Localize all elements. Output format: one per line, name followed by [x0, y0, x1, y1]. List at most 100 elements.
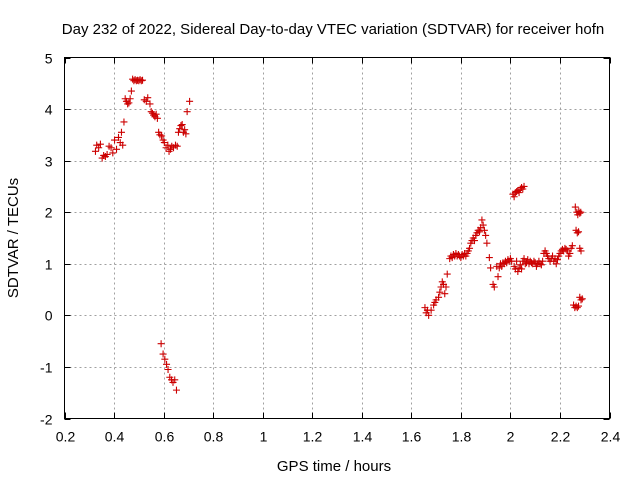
y-tick-label: 0: [45, 308, 53, 324]
data-point: [575, 302, 583, 310]
y-axis-label: SDTVAR / TECUs: [5, 178, 22, 298]
data-point: [171, 376, 179, 384]
data-point: [568, 242, 576, 250]
x-tick-label: 0.2: [56, 429, 76, 445]
data-point: [183, 108, 191, 116]
x-tick-label: 2.2: [551, 429, 571, 445]
data-point: [178, 121, 186, 129]
x-tick-label: 1: [260, 429, 268, 445]
data-point: [159, 350, 167, 358]
data-point: [513, 257, 521, 265]
data-point: [176, 125, 184, 133]
data-point: [161, 355, 169, 363]
data-point: [441, 290, 449, 298]
data-point: [115, 133, 123, 141]
y-tick-label: -2: [40, 412, 53, 428]
grid-lines: [64, 57, 610, 419]
data-point: [553, 256, 561, 264]
data-point: [153, 114, 161, 122]
x-tick-label: 2: [507, 429, 515, 445]
data-point: [552, 260, 560, 268]
data-point: [510, 193, 518, 201]
data-point: [479, 221, 487, 229]
y-tick-label: 2: [45, 205, 53, 221]
data-point: [576, 209, 584, 217]
data-point: [427, 306, 435, 314]
data-point: [578, 295, 586, 303]
data-point: [487, 264, 495, 272]
data-point: [164, 366, 172, 374]
data-point: [96, 140, 104, 148]
x-tick-label: 1.4: [353, 429, 373, 445]
data-point: [566, 249, 574, 257]
data-point: [494, 273, 502, 281]
x-tick-label: 1.8: [452, 429, 472, 445]
data-point: [120, 118, 128, 126]
data-point: [95, 144, 103, 152]
data-point: [107, 144, 115, 152]
chart-title: Day 232 of 2022, Sidereal Day-to-day VTE…: [62, 21, 604, 38]
data-point: [142, 97, 150, 105]
data-point: [181, 126, 189, 134]
data-point: [516, 261, 524, 269]
data-point: [158, 132, 166, 140]
data-point: [164, 141, 172, 149]
data-point: [514, 268, 522, 276]
data-point: [539, 257, 547, 265]
axis-ticks: 0.2 0.4 0.6 0.8 1 1.2 1.4 1.6 1.8 2 2.2 2.4 -2 -1 0 1 2 3…: [40, 51, 620, 445]
data-point: [117, 128, 125, 136]
data-point: [139, 76, 147, 84]
data-point: [470, 237, 478, 245]
data-point: [515, 189, 523, 197]
data-point: [146, 100, 154, 108]
x-axis-label: GPS time / hours: [277, 458, 391, 475]
data-point: [436, 288, 444, 296]
data-point: [442, 283, 450, 291]
data-point: [577, 296, 585, 304]
data-point: [186, 97, 194, 105]
x-tick-label: 1.6: [402, 429, 422, 445]
y-tick-label: 3: [45, 154, 53, 170]
data-point: [113, 145, 121, 153]
data-point: [177, 122, 185, 130]
data-point: [577, 208, 585, 216]
data-point: [147, 108, 155, 116]
data-point: [144, 94, 152, 102]
data-point: [173, 142, 181, 150]
y-tick-label: -1: [40, 360, 53, 376]
data-point: [562, 245, 570, 253]
data-point: [156, 131, 164, 139]
data-point: [478, 216, 486, 224]
data-point: [124, 100, 132, 108]
data-point: [518, 265, 526, 273]
data-point: [126, 95, 134, 103]
data-point: [167, 145, 175, 153]
data-point: [127, 87, 135, 95]
x-tick-label: 1.2: [303, 429, 323, 445]
y-tick-label: 5: [45, 51, 53, 67]
data-point: [163, 360, 171, 368]
data-point: [520, 255, 528, 263]
plot-frame: [64, 57, 610, 419]
data-point: [466, 244, 474, 252]
data-point: [100, 151, 108, 159]
data-point: [157, 340, 165, 348]
data-points: [91, 75, 586, 394]
data-point: [425, 311, 433, 319]
data-point: [520, 182, 528, 190]
data-point: [475, 228, 483, 236]
y-tick-label: 4: [45, 102, 53, 118]
data-point: [573, 304, 581, 312]
data-point: [443, 270, 451, 278]
x-tick-label: 0.8: [204, 429, 224, 445]
data-point: [490, 283, 498, 291]
data-point: [119, 141, 127, 149]
data-point: [171, 141, 179, 149]
data-point: [537, 261, 545, 269]
data-point: [575, 228, 583, 236]
data-point: [152, 110, 160, 118]
y-tick-label: 1: [45, 257, 53, 273]
x-tick-label: 2.4: [601, 429, 621, 445]
data-point: [482, 231, 490, 239]
